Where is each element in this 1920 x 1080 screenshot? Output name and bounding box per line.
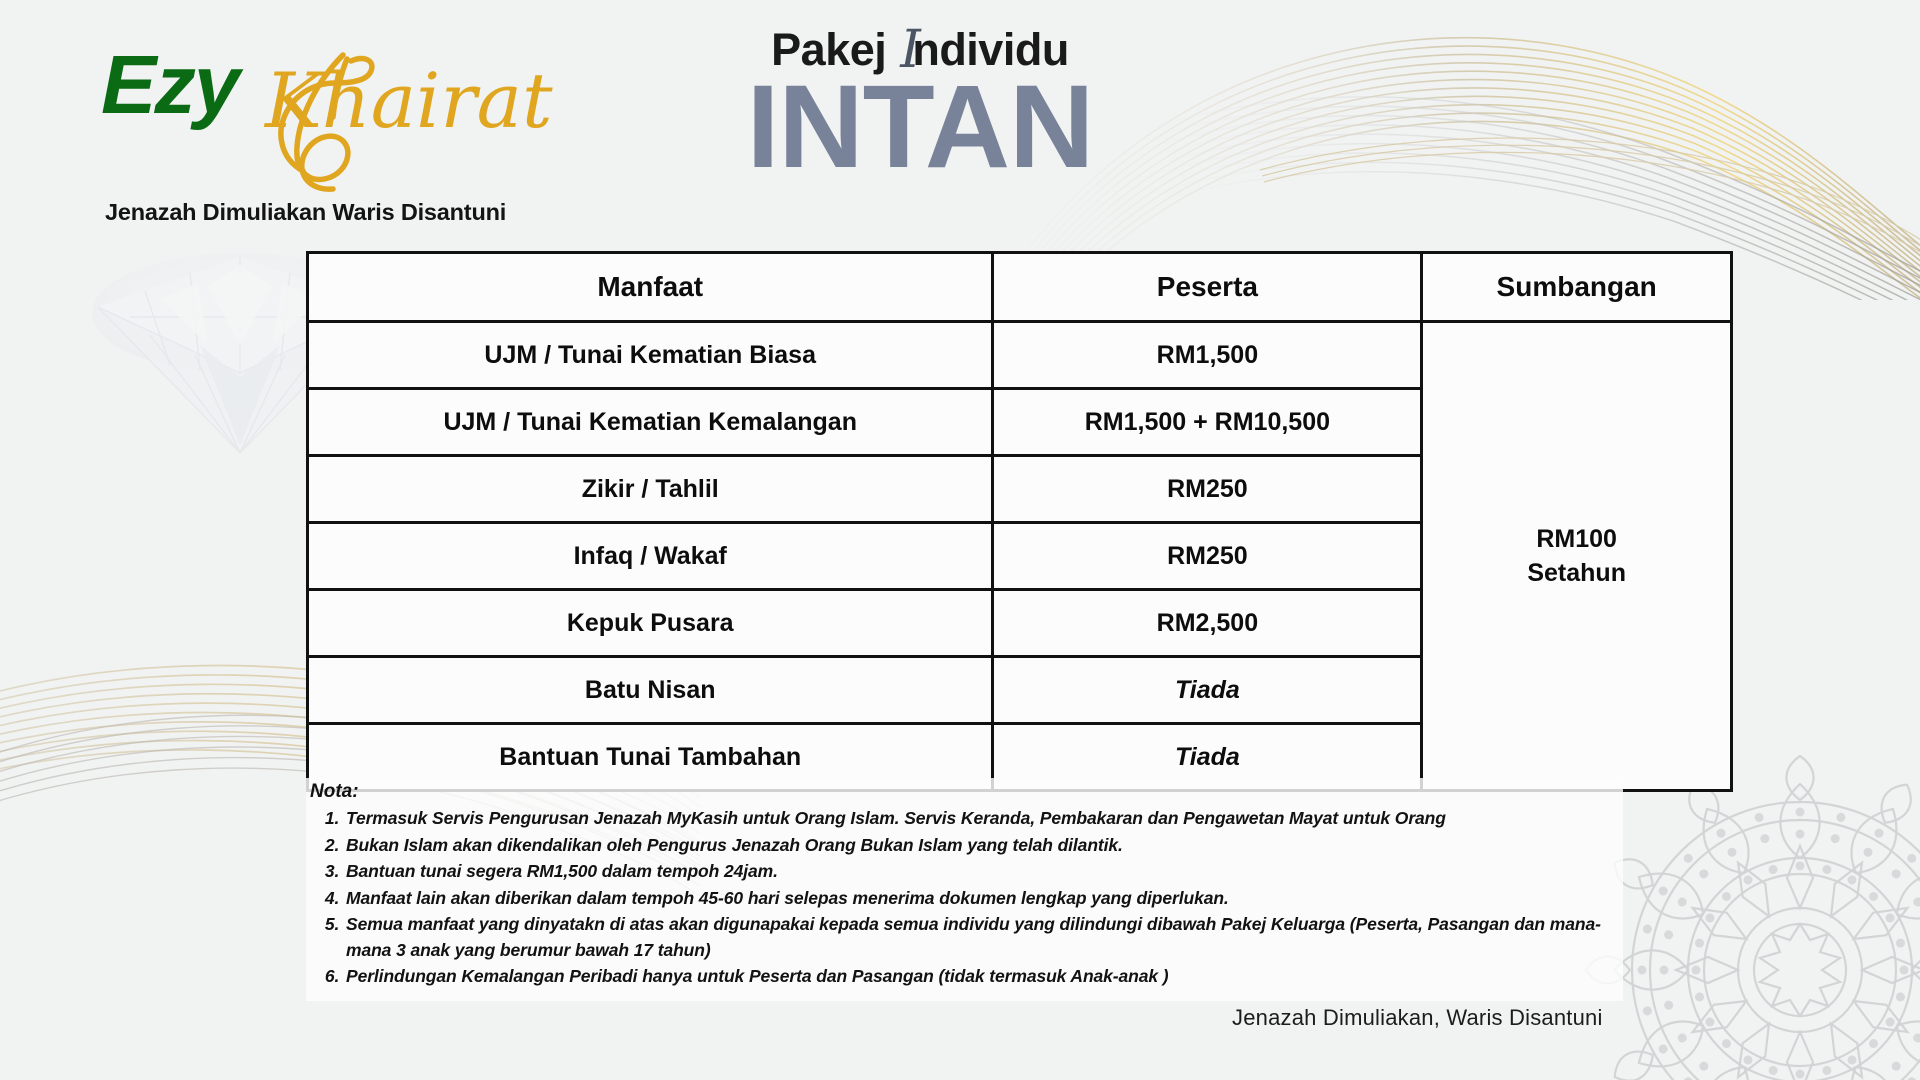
cell-manfaat: Kepuk Pusara: [305, 588, 995, 658]
cell-peserta: RM1,500: [991, 320, 1424, 390]
cell-peserta: RM1,500 + RM10,500: [991, 387, 1424, 457]
list-item: Bukan Islam akan dikendalikan oleh Pengu…: [344, 833, 1617, 859]
package-subtitle: Pakej Individu: [640, 22, 1200, 76]
logo-script-k-flourish: [278, 52, 375, 192]
cell-manfaat: UJM / Tunai Kematian Kemalangan: [305, 387, 995, 457]
package-subtitle-script-initial: I: [900, 20, 921, 80]
list-item: Termasuk Servis Pengurusan Jenazah MyKas…: [344, 806, 1617, 832]
benefits-table-body: UJM / Tunai Kematian Biasa RM1,500 RM100…: [305, 320, 1733, 792]
cell-manfaat: Infaq / Wakaf: [305, 521, 995, 591]
notes-title: Nota:: [310, 781, 359, 802]
package-subtitle-prefix: Pakej: [771, 24, 899, 75]
page-title-block: Pakej Individu INTAN: [640, 22, 1200, 193]
list-item: Manfaat lain akan diberikan dalam tempoh…: [344, 886, 1617, 912]
table-row: Batu Nisan Tiada: [305, 655, 1732, 725]
package-name-title: INTAN: [746, 61, 1095, 193]
sumbangan-amount: RM100: [1536, 525, 1617, 553]
column-header-manfaat: Manfaat: [305, 251, 995, 323]
cell-manfaat: Batu Nisan: [305, 655, 995, 725]
cell-manfaat: UJM / Tunai Kematian Biasa: [305, 320, 995, 390]
table-row: Kepuk Pusara RM2,500: [305, 588, 1732, 658]
table-row: Infaq / Wakaf RM250: [305, 521, 1732, 591]
cell-sumbangan: RM100 Setahun: [1420, 320, 1733, 792]
column-header-sumbangan: Sumbangan: [1420, 251, 1733, 323]
notes-section: Nota: Termasuk Servis Pengurusan Jenazah…: [306, 778, 1623, 1001]
footer-tagline: Jenazah Dimuliakan, Waris Disantuni: [1232, 1005, 1603, 1030]
list-item: Perlindungan Kemalangan Peribadi hanya u…: [344, 964, 1617, 990]
logo-text-khairat: Khairat: [265, 56, 553, 145]
cell-peserta: Tiada: [991, 655, 1424, 725]
cell-peserta: RM250: [991, 521, 1424, 591]
cell-peserta: RM250: [991, 454, 1424, 524]
sumbangan-period: Setahun: [1527, 559, 1626, 587]
package-subtitle-suffix: ndividu: [912, 24, 1069, 75]
logo-text-ezy: Ezy: [101, 38, 240, 131]
list-item: Bantuan tunai segera RM1,500 dalam tempo…: [344, 859, 1617, 885]
cell-peserta: RM2,500: [991, 588, 1424, 658]
brand-logo: Ezy Khairat Jenazah Dimuliakan Waris Dis…: [95, 25, 565, 225]
table-row: UJM / Tunai Kematian Kemalangan RM1,500 …: [305, 387, 1732, 457]
notes-list: Termasuk Servis Pengurusan Jenazah MyKas…: [310, 806, 1617, 990]
table-row: Zikir / Tahlil RM250: [305, 454, 1732, 524]
benefits-table-wrapper: Manfaat Peserta Sumbangan UJM / Tunai Ke…: [305, 251, 1733, 792]
column-header-peserta: Peserta: [991, 251, 1424, 323]
table-header-row: Manfaat Peserta Sumbangan: [305, 251, 1733, 323]
logo-tagline: Jenazah Dimuliakan Waris Disantuni: [105, 199, 507, 225]
table-row: UJM / Tunai Kematian Biasa RM1,500 RM100…: [305, 320, 1733, 792]
cell-manfaat: Zikir / Tahlil: [305, 454, 995, 524]
mandala-ornament-decoration: [1585, 755, 1920, 1080]
list-item: Semua manfaat yang dinyatakn di atas aka…: [344, 912, 1617, 963]
benefits-table: Manfaat Peserta Sumbangan UJM / Tunai Ke…: [305, 251, 1733, 792]
